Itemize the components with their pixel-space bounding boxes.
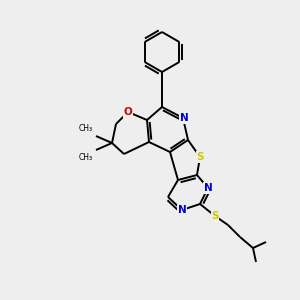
Text: S: S xyxy=(196,152,204,162)
Text: N: N xyxy=(180,113,188,123)
Text: CH₃: CH₃ xyxy=(79,124,93,133)
Text: N: N xyxy=(178,205,186,215)
Text: O: O xyxy=(124,107,132,117)
Text: CH₃: CH₃ xyxy=(79,153,93,162)
Text: N: N xyxy=(204,183,212,193)
Text: S: S xyxy=(211,211,219,221)
